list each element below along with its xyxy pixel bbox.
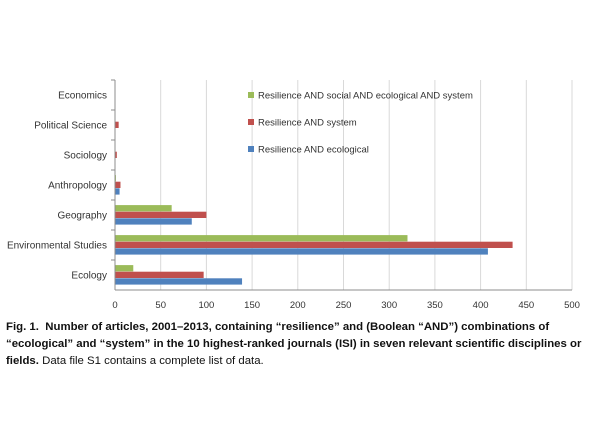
bar-environmental-studies-resilience-and-ecological (115, 248, 488, 255)
x-tick-label-500: 500 (564, 300, 580, 310)
caption-rest-text: Data file S1 contains a complete list of… (42, 355, 264, 367)
bar-ecology-resilience-and-ecological (115, 278, 243, 285)
category-label-ecology: Ecology (71, 271, 107, 282)
bar-ecology-resilience-and-social-and-ecological-and-system (115, 265, 134, 272)
caption-label: Fig. 1. (6, 321, 39, 333)
bar-geography-resilience-and-social-and-ecological-and-system (115, 205, 172, 212)
bar-ecology-resilience-and-system (115, 271, 204, 278)
bar-environmental-studies-resilience-and-system (115, 241, 513, 248)
bar-anthropology-resilience-and-ecological (115, 188, 120, 195)
category-labels: Economics Political Science Sociology Anthr… (7, 91, 108, 282)
x-tick-label-150: 150 (244, 300, 260, 310)
x-tick-label-200: 200 (290, 300, 306, 310)
x-tick-label-100: 100 (198, 300, 214, 310)
legend-swatch-resilience-and-system (248, 119, 254, 125)
bar-chart: Economics Political Science Sociology Anthr… (7, 79, 580, 310)
bar-geography-resilience-and-system (115, 211, 207, 218)
legend-label-resilience-and-social-and-ecological-and-system: Resilience AND social AND ecological AND… (258, 91, 473, 102)
bar-political-science-resilience-and-system (115, 121, 119, 128)
x-tick-label-250: 250 (336, 300, 352, 310)
legend: Resilience AND social AND ecological AND… (248, 91, 473, 156)
category-label-political-science: Political Science (34, 121, 107, 132)
category-label-economics: Economics (58, 91, 107, 102)
bar-anthropology-resilience-and-system (115, 181, 121, 188)
x-tick-label-350: 350 (427, 300, 443, 310)
bar-environmental-studies-resilience-and-social-and-ecological-and-system (115, 235, 408, 242)
bars (115, 121, 513, 285)
figure-caption: Fig. 1. Number of articles, 2001–2013, c… (6, 319, 586, 370)
bar-geography-resilience-and-ecological (115, 218, 192, 225)
axes (111, 79, 572, 291)
bar-sociology-resilience-and-system (115, 151, 117, 158)
x-tick-label-50: 50 (155, 300, 166, 310)
legend-label-resilience-and-system: Resilience AND system (258, 118, 357, 129)
legend-swatch-resilience-and-social-and-ecological-and-system (248, 92, 254, 98)
category-label-sociology: Sociology (64, 151, 107, 162)
category-label-environmental-studies: Environmental Studies (7, 241, 107, 252)
legend-label-resilience-and-ecological: Resilience AND ecological (258, 145, 369, 156)
x-tick-labels: 0 50 100 150 200 250 300 350 400 450 500 (112, 300, 580, 310)
category-label-geography: Geography (58, 211, 107, 222)
caption-bold-text: Number of articles, 2001–2013, containin… (6, 321, 582, 367)
x-tick-label-0: 0 (112, 300, 117, 310)
legend-swatch-resilience-and-ecological (248, 146, 254, 152)
x-tick-label-450: 450 (518, 300, 534, 310)
x-tick-label-300: 300 (381, 300, 397, 310)
x-tick-label-400: 400 (473, 300, 489, 310)
category-label-anthropology: Anthropology (48, 181, 107, 192)
gridlines (160, 80, 573, 290)
